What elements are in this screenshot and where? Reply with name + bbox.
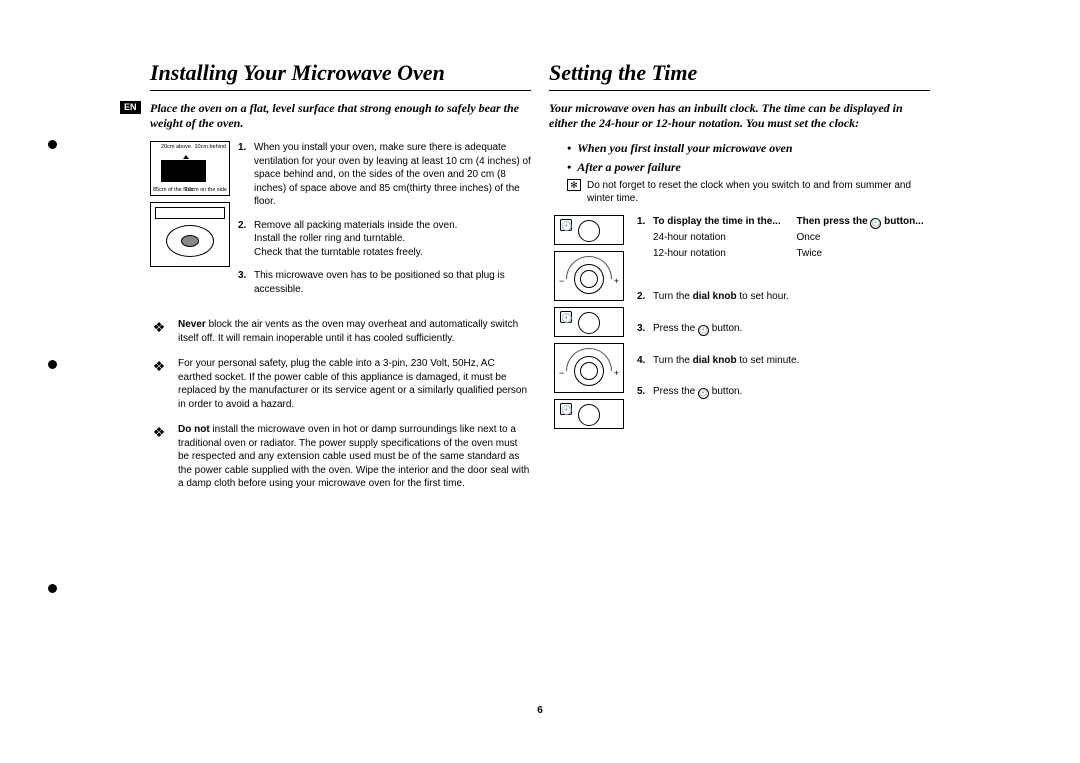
warning-icon: ❖ [150, 423, 168, 442]
binder-hole [48, 140, 57, 149]
manual-page: Installing Your Microwave Oven EN Place … [150, 60, 930, 720]
page-number: 6 [150, 705, 930, 716]
note-row: ✻ Do not forget to reset the clock when … [567, 179, 930, 205]
warning-1: ❖ Never block the air vents as the oven … [150, 318, 531, 345]
left-column: Installing Your Microwave Oven EN Place … [150, 60, 531, 503]
table-header: Then press the 🕘 button... [797, 215, 931, 229]
note-text: Do not forget to reset the clock when yo… [587, 179, 930, 205]
install-step-3: 3. This microwave oven has to be positio… [238, 269, 531, 296]
table-cell: 12-hour notation [653, 247, 787, 261]
warning-bold: Never [178, 319, 206, 330]
right-intro: Your microwave oven has an inbuilt clock… [549, 101, 930, 131]
table-cell: Once [797, 231, 931, 245]
warning-text: install the microwave oven in hot or dam… [178, 424, 529, 489]
figure-panel-clock: 🕘 [554, 399, 624, 429]
note-icon: ✻ [567, 179, 581, 191]
clock-icon: 🕘 [560, 311, 572, 323]
time-step-5: 5. Press the 🕘 button. [637, 385, 930, 399]
figure-clearance: 20cm above 10cm behind 85cm of the floor… [150, 141, 230, 196]
table-cell: 24-hour notation [653, 231, 787, 245]
clock-icon: 🕘 [870, 218, 881, 229]
clock-icon: 🕘 [560, 403, 572, 415]
figure-panel-dial: −+ [554, 343, 624, 393]
clearance-label-above: 20cm above [161, 145, 191, 151]
clock-icon: 🕘 [698, 325, 709, 336]
figure-interior [150, 202, 230, 267]
install-step-1: 1. When you install your oven, make sure… [238, 141, 531, 209]
install-step-2: 2. Remove all packing materials inside t… [238, 219, 531, 260]
clock-icon: 🕘 [560, 219, 572, 231]
sub-bullet-1: •When you first install your microwave o… [567, 141, 930, 156]
install-step-text: This microwave oven has to be positioned… [254, 269, 531, 296]
figure-panel-clock: 🕘 [554, 215, 624, 245]
warning-2: ❖ For your personal safety, plug the cab… [150, 357, 531, 411]
table-cell: Twice [797, 247, 931, 261]
warning-3: ❖ Do not install the microwave oven in h… [150, 423, 531, 491]
steps-figures: 🕘 −+ 🕘 [549, 215, 629, 435]
warning-bold: Do not [178, 424, 210, 435]
left-title: Installing Your Microwave Oven [150, 60, 531, 91]
right-column: Setting the Time Your microwave oven has… [549, 60, 930, 503]
time-notation-table: To display the time in the... Then press… [653, 215, 930, 260]
right-title: Setting the Time [549, 60, 930, 91]
time-step-1: 1. To display the time in the... Then pr… [637, 215, 930, 272]
clock-icon: 🕘 [698, 388, 709, 399]
time-step-2: 2. Turn the dial knob to set hour. [637, 290, 930, 304]
warning-text: For your personal safety, plug the cable… [178, 358, 527, 410]
table-header: To display the time in the... [653, 215, 787, 229]
clearance-label-side: 10cm on the side [185, 188, 227, 194]
binder-hole [48, 584, 57, 593]
figure-panel-clock: 🕘 [554, 307, 624, 337]
time-step-3: 3. Press the 🕘 button. [637, 322, 930, 336]
warning-icon: ❖ [150, 318, 168, 337]
binder-hole [48, 360, 57, 369]
time-step-4: 4. Turn the dial knob to set minute. [637, 354, 930, 368]
language-badge: EN [120, 101, 141, 114]
install-step-text: When you install your oven, make sure th… [254, 141, 531, 209]
install-step-text: Remove all packing materials inside the … [254, 219, 457, 260]
warning-icon: ❖ [150, 357, 168, 376]
clearance-label-behind: 10cm behind [195, 145, 227, 151]
warning-text: block the air vents as the oven may over… [178, 319, 518, 344]
figure-panel-dial: −+ [554, 251, 624, 301]
left-intro: Place the oven on a flat, level surface … [150, 101, 531, 131]
sub-bullet-2: •After a power failure [567, 160, 930, 175]
